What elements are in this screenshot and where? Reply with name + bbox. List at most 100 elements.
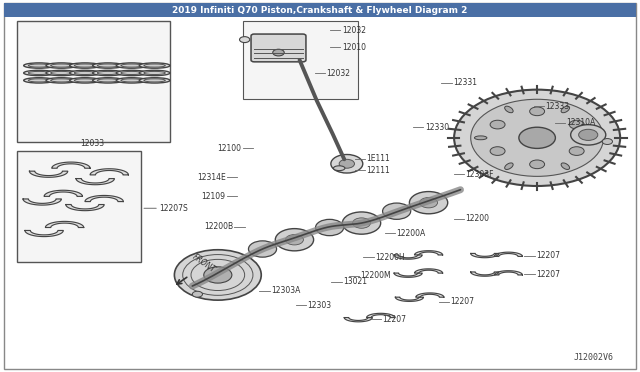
Ellipse shape	[46, 78, 77, 83]
Circle shape	[192, 291, 202, 297]
Text: 12033: 12033	[80, 139, 104, 148]
Text: 13021: 13021	[343, 277, 367, 286]
Ellipse shape	[93, 70, 124, 76]
Ellipse shape	[588, 136, 600, 140]
Ellipse shape	[474, 136, 487, 140]
Ellipse shape	[24, 78, 54, 83]
Ellipse shape	[97, 79, 118, 82]
Ellipse shape	[74, 71, 96, 74]
Text: 1E111: 1E111	[367, 154, 390, 163]
Text: 12207: 12207	[451, 297, 474, 306]
Ellipse shape	[74, 79, 96, 82]
Text: 12303A: 12303A	[271, 286, 300, 295]
Ellipse shape	[97, 64, 118, 67]
Circle shape	[353, 218, 371, 228]
Ellipse shape	[116, 78, 147, 83]
Polygon shape	[90, 169, 129, 175]
Bar	[17, 21, 170, 141]
Text: 12207S: 12207S	[159, 204, 188, 213]
Circle shape	[239, 37, 250, 42]
Text: 12100: 12100	[218, 144, 241, 153]
Ellipse shape	[144, 79, 165, 82]
Text: 12032: 12032	[342, 26, 365, 35]
Ellipse shape	[144, 71, 165, 74]
Ellipse shape	[116, 70, 147, 76]
Polygon shape	[52, 162, 90, 168]
Circle shape	[569, 147, 584, 155]
Text: 12200H: 12200H	[375, 253, 404, 262]
Text: 12200A: 12200A	[397, 229, 426, 238]
Text: 12207: 12207	[383, 315, 406, 324]
Ellipse shape	[70, 78, 100, 83]
Circle shape	[273, 49, 284, 56]
FancyBboxPatch shape	[251, 34, 306, 62]
Ellipse shape	[70, 70, 100, 76]
Ellipse shape	[505, 163, 513, 170]
Circle shape	[248, 241, 276, 257]
Polygon shape	[45, 221, 84, 228]
Text: 2019 Infiniti Q70 Piston,Crankshaft & Flywheel Diagram 2: 2019 Infiniti Q70 Piston,Crankshaft & Fl…	[172, 6, 468, 15]
Text: 12303F: 12303F	[466, 170, 494, 179]
Circle shape	[275, 229, 314, 251]
Polygon shape	[66, 205, 104, 211]
Bar	[4, 3, 636, 17]
Ellipse shape	[505, 106, 513, 113]
Bar	[17, 151, 141, 262]
Polygon shape	[470, 253, 499, 258]
Text: 12200: 12200	[466, 214, 490, 223]
Text: 12303: 12303	[307, 301, 332, 310]
Text: 12310A: 12310A	[566, 119, 596, 128]
Polygon shape	[396, 297, 424, 301]
Polygon shape	[494, 271, 522, 275]
Circle shape	[331, 154, 363, 173]
Text: FRONT: FRONT	[191, 253, 218, 275]
Polygon shape	[394, 273, 422, 278]
Ellipse shape	[46, 63, 77, 68]
Polygon shape	[25, 231, 63, 237]
Polygon shape	[23, 199, 61, 205]
Ellipse shape	[24, 63, 54, 68]
Ellipse shape	[28, 79, 50, 82]
Ellipse shape	[70, 63, 100, 68]
Circle shape	[383, 203, 411, 219]
Text: 12032: 12032	[326, 69, 350, 78]
Polygon shape	[76, 179, 115, 185]
Ellipse shape	[51, 64, 72, 67]
Ellipse shape	[140, 70, 170, 76]
Circle shape	[342, 212, 381, 234]
Ellipse shape	[116, 63, 147, 68]
Circle shape	[490, 147, 505, 155]
Circle shape	[490, 120, 505, 129]
Circle shape	[530, 107, 545, 116]
Text: 12010: 12010	[342, 43, 365, 52]
Circle shape	[208, 256, 246, 279]
Polygon shape	[44, 190, 83, 196]
Text: 12330: 12330	[425, 123, 449, 132]
Circle shape	[470, 99, 604, 176]
Ellipse shape	[121, 64, 142, 67]
Polygon shape	[394, 255, 422, 259]
Ellipse shape	[333, 166, 345, 171]
Text: 12333: 12333	[545, 102, 570, 111]
Circle shape	[218, 262, 236, 273]
Polygon shape	[344, 318, 372, 322]
Ellipse shape	[140, 78, 170, 83]
Text: 12314E: 12314E	[196, 173, 225, 182]
Circle shape	[174, 250, 261, 300]
Ellipse shape	[121, 71, 142, 74]
Text: 12331: 12331	[453, 78, 477, 87]
Polygon shape	[85, 195, 124, 202]
Circle shape	[316, 219, 344, 235]
Circle shape	[339, 159, 355, 168]
Ellipse shape	[561, 106, 570, 113]
Polygon shape	[416, 293, 444, 297]
Ellipse shape	[579, 129, 598, 140]
Text: 12109: 12109	[202, 192, 225, 201]
Ellipse shape	[74, 64, 96, 67]
Ellipse shape	[93, 63, 124, 68]
Circle shape	[410, 192, 448, 214]
Polygon shape	[470, 272, 499, 276]
Ellipse shape	[28, 71, 50, 74]
Text: 12207: 12207	[536, 251, 560, 260]
Text: 12200M: 12200M	[360, 271, 391, 280]
